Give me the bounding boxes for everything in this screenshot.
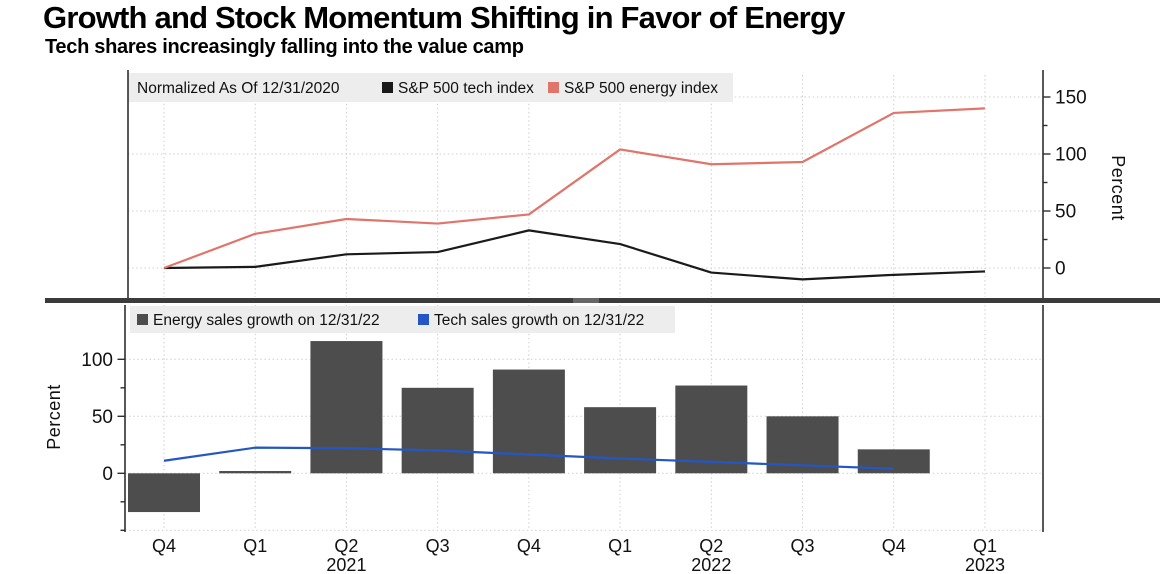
tech-index-legend-label: S&P 500 tech index	[398, 80, 534, 97]
y-tick-label: 150	[1055, 88, 1087, 109]
x-tick-label: Q1	[608, 536, 632, 556]
energy-sales-legend-swatch-icon	[137, 314, 148, 325]
x-tick-label: Q1	[973, 536, 997, 556]
energy-sales-bar	[857, 449, 930, 474]
x-year-label: 2021	[326, 555, 366, 574]
energy-index-line	[163, 107, 986, 270]
bottom-grid-layer	[125, 305, 1043, 531]
energy-sales-bar	[401, 387, 474, 474]
normalized-note: Normalized As Of 12/31/2020	[137, 80, 340, 97]
bottom-legend: Energy sales growth on 12/31/22 Tech sal…	[137, 312, 644, 329]
energy-sales-bar	[310, 341, 383, 474]
top-grid-layer	[128, 75, 1043, 297]
top-y-axis-label: Percent	[1108, 155, 1128, 221]
y-tick-label: 50	[1055, 202, 1076, 223]
x-tick-label: Q4	[882, 536, 906, 556]
bottom-chart: 0 50 100 Q4 Q1 Q2 Q3 Q4 Q1 Q2 Q3 Q4 Q1 2021 2022 2023 E…	[44, 305, 1044, 574]
tech-sales-line	[163, 446, 894, 470]
energy-sales-legend-label: Energy sales growth on 12/31/22	[153, 312, 380, 329]
x-tick-label: Q2	[699, 536, 723, 556]
tech-index-line	[163, 229, 986, 281]
energy-index-legend-label: S&P 500 energy index	[564, 80, 718, 97]
x-year-label: 2022	[691, 555, 731, 574]
x-tick-label: Q4	[152, 536, 176, 556]
x-tick-label: Q1	[243, 536, 267, 556]
page-subtitle: Tech shares increasingly falling into th…	[45, 36, 524, 58]
top-legend: Normalized As Of 12/31/2020 S&P 500 tech…	[137, 80, 718, 97]
energy-sales-bar	[584, 407, 657, 474]
energy-sales-bar	[675, 385, 748, 474]
bottom-y-axis-label: Percent	[44, 384, 64, 450]
bottom-series-layer	[128, 341, 930, 513]
tech-sales-legend-swatch-icon	[418, 314, 429, 325]
y-tick-label: 100	[1055, 145, 1087, 166]
energy-sales-bar	[128, 473, 200, 513]
y-tick-label: 0	[102, 464, 113, 485]
y-tick-label: 50	[92, 407, 113, 428]
bottom-axis-layer: 0 50 100 Q4 Q1 Q2 Q3 Q4 Q1 Q2 Q3 Q4 Q1 2021 2022 2023	[81, 305, 1044, 574]
tech-index-legend-swatch-icon	[382, 82, 393, 93]
energy-sales-bar	[492, 369, 565, 474]
energy-index-legend-swatch-icon	[548, 82, 559, 93]
x-tick-label: Q3	[426, 536, 450, 556]
bottom-legend-background	[130, 306, 675, 333]
x-tick-label: Q4	[517, 536, 541, 556]
x-tick-label: Q2	[334, 536, 358, 556]
tech-sales-legend-label: Tech sales growth on 12/31/22	[434, 312, 644, 329]
top-chart: 0 50 100 150 Normalized As Of 12/31/2020 S&…	[127, 70, 1128, 299]
y-tick-label: 100	[81, 350, 113, 371]
top-series-layer	[163, 107, 986, 281]
top-axis-layer: 0 50 100 150	[127, 70, 1087, 299]
energy-sales-bar	[219, 471, 292, 474]
page-title: Growth and Stock Momentum Shifting in Fa…	[43, 0, 845, 35]
top-legend-background	[128, 73, 733, 102]
divider-highlight	[573, 297, 599, 303]
panel-divider	[45, 297, 1160, 303]
x-tick-label: Q3	[791, 536, 815, 556]
y-tick-label: 0	[1055, 259, 1066, 280]
x-year-label: 2023	[965, 555, 1005, 574]
